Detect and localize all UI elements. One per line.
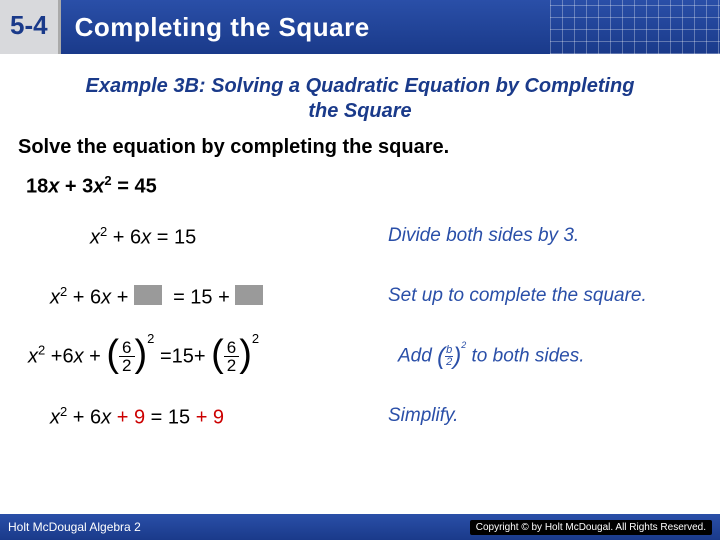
given-equation: 18x + 3x2 = 45 <box>26 173 702 199</box>
step-explanation: Add (b2)2 to both sides. <box>398 345 702 368</box>
step-equation: x2 +6x + (62)2 =15+ (62)2 <box>28 339 398 375</box>
copyright-text: Copyright © by Holt McDougal. All Rights… <box>470 520 712 535</box>
step-equation: x2 + 6x + 9 = 15 + 9 <box>18 404 388 430</box>
slide-footer: Holt McDougal Algebra 2 Copyright © by H… <box>0 514 720 540</box>
slide-header: 5-4 Completing the Square <box>0 0 720 54</box>
step-equation: x2 + 6x + = 15 + <box>18 284 388 310</box>
footer-text: Holt McDougal Algebra 2 <box>8 520 141 534</box>
step-row: x2 + 6x = 15 Divide both sides by 3. <box>18 215 702 259</box>
step-explanation: Divide both sides by 3. <box>388 225 702 248</box>
step-row: x2 + 6x + 9 = 15 + 9 Simplify. <box>18 395 702 439</box>
step-explanation: Set up to complete the square. <box>388 285 702 308</box>
step-row: x2 +6x + (62)2 =15+ (62)2 Add (b2)2 to b… <box>28 335 702 379</box>
header-title: Completing the Square <box>75 12 370 43</box>
slide-content: Example 3B: Solving a Quadratic Equation… <box>0 54 720 439</box>
step-explanation: Simplify. <box>388 405 702 428</box>
step-row: x2 + 6x + = 15 + Set up to complete the … <box>18 275 702 319</box>
section-badge: 5-4 <box>0 0 61 54</box>
instruction-text: Solve the equation by completing the squ… <box>18 136 702 159</box>
step-equation: x2 + 6x = 15 <box>18 224 388 250</box>
header-grid-decoration <box>550 0 720 54</box>
example-title: Example 3B: Solving a Quadratic Equation… <box>78 74 642 124</box>
